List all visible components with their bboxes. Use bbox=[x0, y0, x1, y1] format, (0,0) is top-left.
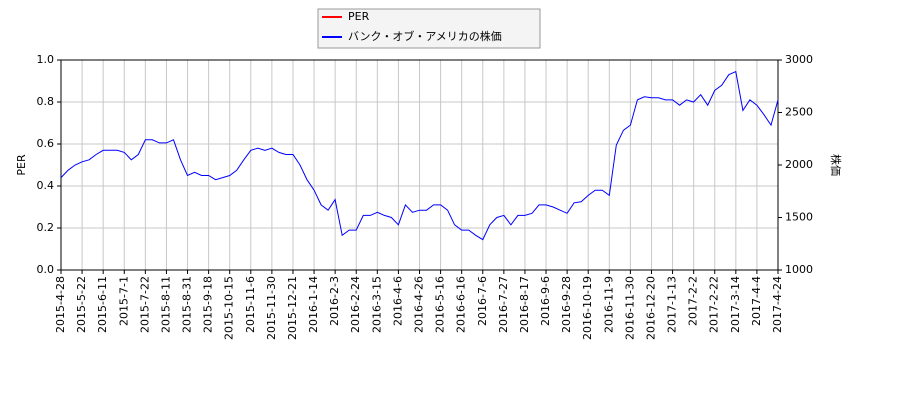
legend-label: バンク・オブ・アメリカの株価 bbox=[348, 29, 502, 43]
series-line bbox=[60, 70, 779, 241]
legend-label: PER bbox=[348, 10, 370, 23]
x-tick-label: 2017-1-13 bbox=[666, 276, 679, 333]
y2-axis-label: 株価 bbox=[829, 154, 843, 176]
x-tick-label: 2016-8-17 bbox=[518, 276, 531, 333]
legend-box bbox=[317, 8, 541, 49]
x-tick-label: 2017-2-2 bbox=[687, 276, 700, 326]
x-tick-label: 2015-4-28 bbox=[54, 276, 67, 333]
x-tick-label: 2015-11-30 bbox=[265, 276, 278, 340]
x-tick-label: 2016-9-28 bbox=[560, 276, 573, 333]
x-tick-label: 2015-11-6 bbox=[244, 276, 257, 333]
x-tick-label: 2016-11-30 bbox=[623, 276, 636, 340]
x-tick-label: 2016-2-24 bbox=[349, 276, 362, 333]
plot-frame bbox=[60, 59, 779, 271]
x-tick-label: 2016-9-6 bbox=[539, 276, 552, 326]
x-tick-label: 2016-5-16 bbox=[434, 276, 447, 333]
y2-tick-label: 1500 bbox=[785, 211, 813, 224]
x-tick-label: 2015-8-11 bbox=[159, 276, 172, 333]
y2-tick-label: 2000 bbox=[785, 158, 813, 171]
x-tick-label: 2017-3-14 bbox=[729, 276, 742, 333]
y2-tick-label: 3000 bbox=[785, 53, 813, 66]
x-tick-label: 2016-4-6 bbox=[391, 276, 404, 326]
x-tick-label: 2015-7-22 bbox=[138, 276, 151, 333]
x-tick-label: 2015-10-15 bbox=[223, 276, 236, 340]
x-tick-label: 2015-9-18 bbox=[202, 276, 215, 333]
x-tick-label: 2017-4-4 bbox=[750, 276, 763, 326]
x-tick-label: 2016-1-14 bbox=[307, 276, 320, 333]
y-tick-label: 0.4 bbox=[37, 179, 55, 192]
x-tick-label: 2015-8-31 bbox=[181, 276, 194, 333]
y-tick-label: 1.0 bbox=[37, 53, 55, 66]
y-tick-label: 0.6 bbox=[37, 137, 55, 150]
x-tick-label: 2015-6-11 bbox=[96, 276, 109, 333]
x-tick-label: 2016-12-20 bbox=[644, 276, 657, 340]
x-tick-label: 2017-2-22 bbox=[708, 276, 721, 333]
x-tick-label: 2016-6-16 bbox=[455, 276, 468, 333]
y-axis-label: PER bbox=[15, 154, 28, 176]
x-tick-label: 2016-10-19 bbox=[581, 276, 594, 340]
x-tick-label: 2017-4-24 bbox=[771, 276, 784, 333]
x-tick-label: 2016-11-9 bbox=[602, 276, 615, 333]
x-tick-label: 2016-2-3 bbox=[328, 276, 341, 326]
y2-tick-label: 1000 bbox=[785, 263, 813, 276]
x-tick-label: 2016-7-27 bbox=[497, 276, 510, 333]
x-tick-label: 2016-3-15 bbox=[370, 276, 383, 333]
y-tick-label: 0.0 bbox=[37, 263, 55, 276]
x-tick-label: 2016-7-6 bbox=[476, 276, 489, 326]
x-tick-label: 2015-12-21 bbox=[286, 276, 299, 340]
y-tick-label: 0.2 bbox=[37, 221, 55, 234]
x-tick-label: 2015-5-22 bbox=[75, 276, 88, 333]
x-tick-label: 2016-4-26 bbox=[413, 276, 426, 333]
y-tick-label: 0.8 bbox=[37, 95, 55, 108]
y2-tick-label: 2500 bbox=[785, 106, 813, 119]
x-tick-label: 2015-7-1 bbox=[117, 276, 130, 326]
